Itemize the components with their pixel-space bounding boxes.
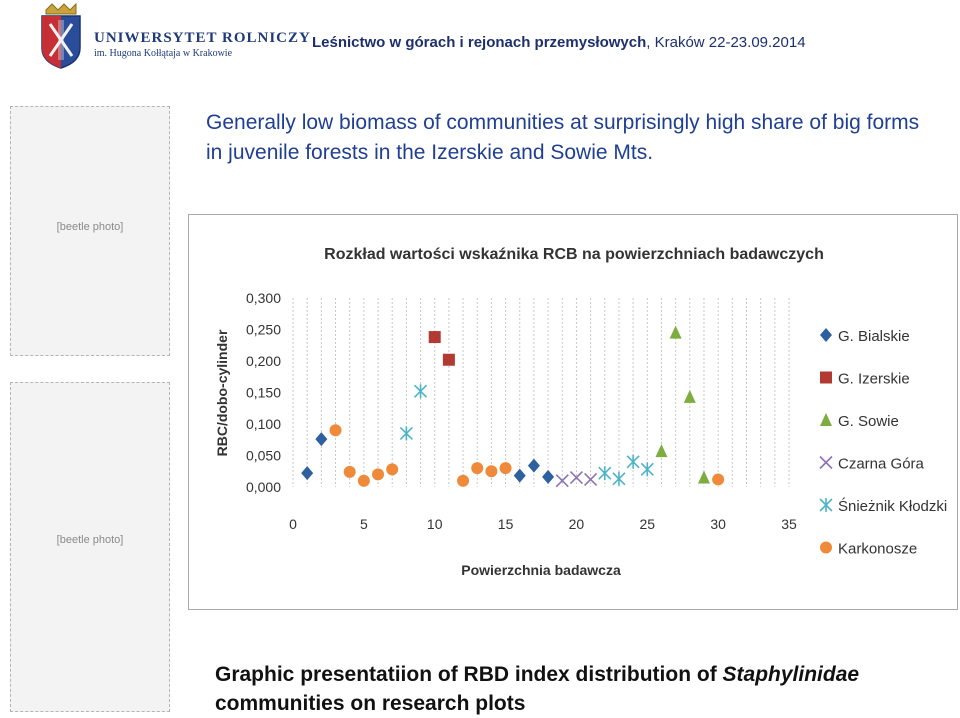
data-point	[612, 471, 626, 486]
data-point	[386, 463, 399, 476]
x-tick-label: 10	[427, 516, 443, 532]
data-point	[413, 384, 428, 399]
legend-marker	[820, 413, 832, 426]
legend-marker	[819, 455, 833, 470]
data-point	[499, 462, 512, 475]
y-tick-label: 0,250	[246, 322, 281, 338]
legend-label: Karkonosze	[838, 541, 917, 558]
beetle-photo-bottom: [beetle photo]	[10, 382, 170, 712]
data-point	[569, 470, 583, 485]
photo-placeholder	[10, 106, 170, 356]
university-subtitle: im. Hugona Kołłątaja w Krakowie	[94, 48, 233, 59]
data-point	[513, 468, 526, 483]
x-tick-label: 15	[498, 516, 514, 532]
x-axis-label: Powierzchnia badawcza	[461, 562, 621, 578]
y-tick-label: 0,100	[246, 416, 281, 432]
data-point	[442, 353, 455, 366]
legend-label: G. Izerskie	[838, 371, 910, 388]
legend-label: G. Bialskie	[838, 328, 910, 345]
x-tick-label: 25	[639, 516, 655, 532]
data-point	[640, 462, 654, 477]
data-point	[527, 458, 540, 473]
conference-place-date: , Kraków 22-23.09.2014	[646, 34, 806, 51]
legend-marker	[820, 541, 832, 554]
data-point	[669, 325, 682, 339]
slide-title: Generally low biomass of communities at …	[206, 111, 920, 164]
data-point	[598, 466, 612, 481]
x-tick-label: 20	[569, 516, 585, 532]
x-tick-label: 5	[360, 516, 368, 532]
photo-placeholder	[10, 382, 170, 712]
university-name: UNIWERSYTET ROLNICZY	[94, 30, 311, 46]
beetle-photo-top: [beetle photo]	[10, 106, 170, 356]
caption-taxon: Staphylinidae	[722, 663, 860, 686]
data-point	[343, 465, 356, 478]
x-tick-label: 30	[710, 516, 726, 532]
x-tick-label: 35	[781, 516, 797, 532]
caption: Graphic presentatiion of RBD index distr…	[215, 660, 955, 718]
university-logo: UNIWERSYTET ROLNICZY im. Hugona Kołłątaj…	[38, 2, 310, 72]
data-point	[626, 454, 640, 469]
data-point	[357, 474, 370, 487]
chart-title: Rozkład wartości wskaźnika RCB na powier…	[324, 246, 824, 263]
legend-label: Czarna Góra	[838, 456, 925, 473]
x-tick-label: 0	[289, 516, 297, 532]
conference-name: Leśnictwo w górach i rejonach przemysłow…	[312, 34, 647, 51]
y-axis-label: RBC/dobo-cylinder	[214, 329, 230, 456]
data-point	[485, 465, 498, 478]
data-point	[555, 474, 569, 488]
y-tick-label: 0,200	[246, 353, 281, 369]
y-tick-label: 0,050	[246, 448, 281, 464]
data-point	[428, 331, 441, 344]
y-tick-label: 0,150	[246, 385, 281, 401]
y-tick-label: 0,000	[246, 479, 281, 495]
photo-placeholder-label: [beetle photo]	[56, 533, 124, 546]
data-point	[542, 469, 555, 484]
data-point	[712, 473, 725, 486]
data-point	[315, 432, 328, 447]
data-point	[655, 444, 668, 458]
y-tick-label: 0,300	[246, 290, 281, 306]
data-point	[399, 426, 413, 441]
legend-marker	[820, 371, 832, 384]
caption-text: Graphic presentatiion of RBD index distr…	[215, 663, 723, 686]
data-point	[471, 462, 484, 475]
data-point	[301, 466, 314, 481]
data-point	[697, 470, 710, 484]
conference-header: Leśnictwo w górach i rejonach przemysłow…	[312, 34, 806, 51]
chart-panel: Rozkład wartości wskaźnika RCB na powier…	[188, 214, 958, 610]
legend-marker	[819, 498, 833, 512]
legend-label: G. Sowie	[838, 413, 899, 430]
scatter-chart: Rozkład wartości wskaźnika RCB na powier…	[214, 246, 947, 578]
legend-label: Śnieżnik Kłodzki	[838, 497, 947, 515]
data-point	[329, 424, 342, 437]
crest-icon	[41, 2, 81, 69]
legend-marker	[820, 328, 832, 342]
data-point	[584, 472, 598, 487]
caption-text-end: communities on research plots	[215, 692, 526, 715]
data-point	[372, 468, 385, 481]
data-point	[457, 474, 470, 487]
data-point	[683, 389, 696, 403]
photo-placeholder-label: [beetle photo]	[56, 221, 124, 233]
